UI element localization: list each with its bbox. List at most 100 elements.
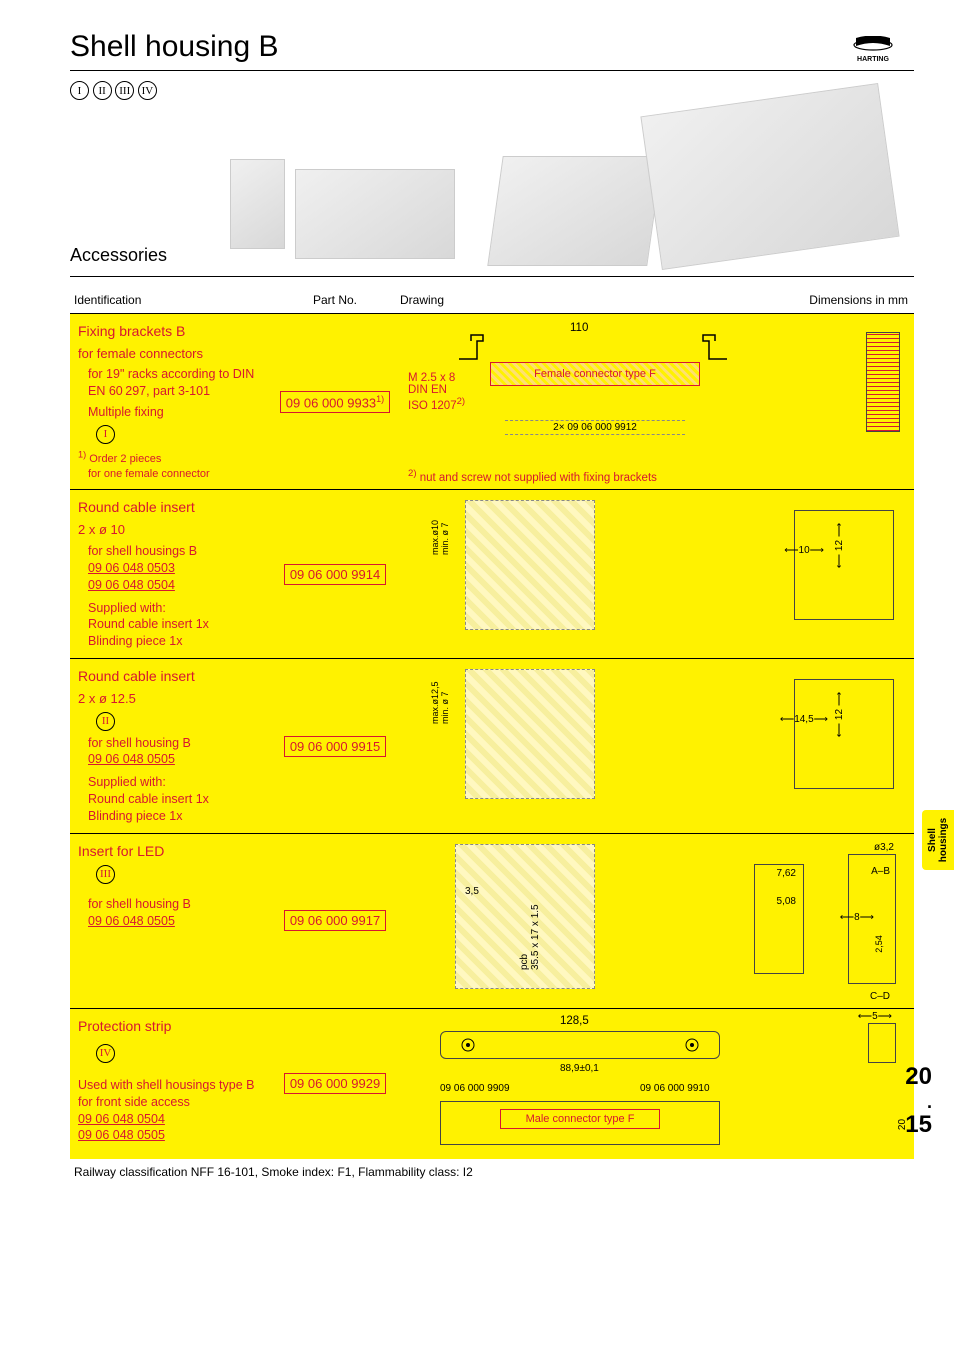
footnote: Order 2 pieces [89, 453, 161, 465]
partno-cell: 09 06 000 99331) [270, 314, 400, 489]
roman-i-icon: I [70, 81, 89, 100]
ref-partno: 09 06 048 0504 [78, 1112, 165, 1126]
row-title: Insert for LED [78, 842, 264, 861]
dim-label: max.ø10 [430, 520, 440, 555]
ref-partno: 09 06 048 0505 [78, 1128, 165, 1142]
footnote-sup: 1) [78, 449, 86, 459]
accessory-photos: I II III IV Accessories [70, 81, 914, 266]
footnote-sup: 2) [408, 468, 417, 479]
hdr-partno: Part No. [270, 293, 400, 307]
row-desc: Blinding piece 1x [78, 808, 264, 825]
part-number: 09 06 000 9915 [284, 736, 386, 757]
ref-partno: 09 06 048 0504 [78, 577, 264, 594]
drawing-cell: 110 M 2.5 x 8 DIN EN ISO 12072) Female c… [400, 314, 914, 489]
section-label: C–D [870, 991, 890, 1002]
ident-cell: Insert for LED III for shell housing B 0… [70, 834, 270, 1008]
row-desc: for shell housing B [78, 735, 264, 752]
row-subtitle: 2 x ø 10 [78, 521, 264, 539]
drawing-cell: max.ø12,5min. ø 7 ⟵14,5⟶ ⟵ 12 ⟶ [400, 659, 914, 833]
drawing-cell: pcb35.5 x 17 x 1.5 3,5 7,62 5,08 ø3,2 A–… [400, 834, 914, 1008]
dim-label: min. ø 7 [440, 692, 450, 725]
dim-label: ø3,2 [874, 842, 894, 853]
row-desc: Round cable insert 1x [78, 791, 264, 808]
svg-text:HARTING: HARTING [857, 56, 889, 63]
row-desc: Supplied with: [78, 774, 264, 791]
side-tab: Shellhousings [922, 810, 954, 870]
row-desc: Multiple fixing [78, 404, 264, 421]
hdr-dimensions: Dimensions in mm [774, 293, 914, 307]
dim-label: 12 [834, 540, 845, 551]
dim-label: 128,5 [560, 1015, 589, 1027]
partno-cell: 09 06 000 9929 [270, 1009, 400, 1159]
ref-label: 09 06 000 9910 [640, 1083, 710, 1094]
row-title: Round cable insert [78, 498, 264, 517]
row-title: Protection strip [78, 1017, 264, 1036]
table-header: Identification Part No. Drawing Dimensio… [70, 287, 914, 314]
pcb-label: pcb [519, 954, 530, 970]
dim-label: 14,5 [794, 714, 813, 725]
ref-partno: 09 06 048 0505 [78, 913, 264, 930]
ref-label: 2× 09 06 000 9912 [505, 420, 685, 435]
footnote: for one female connector [78, 467, 264, 482]
ref-label: 09 06 000 9909 [440, 1083, 510, 1094]
footer-text: Railway classification NFF 16-101, Smoke… [70, 1159, 914, 1179]
part-number: 09 06 000 99331) [280, 391, 390, 413]
dim-label: 12 [834, 709, 845, 720]
connector-label: Male connector type F [500, 1109, 660, 1129]
page-title: Shell housing B [70, 30, 914, 64]
partno-cell: 09 06 000 9914 [270, 490, 400, 658]
row-desc: Supplied with: [78, 600, 264, 617]
ref-partno: 09 06 048 0505 [78, 751, 264, 768]
dim-label: 110 [570, 322, 588, 334]
table-row: Fixing brackets B for female connectors … [70, 314, 914, 490]
ident-cell: Fixing brackets B for female connectors … [70, 314, 270, 489]
page-number: 20.15 [905, 1065, 932, 1137]
roman-iv-icon: IV [96, 1044, 115, 1063]
part-number: 09 06 000 9929 [284, 1073, 386, 1094]
row-desc: Blinding piece 1x [78, 633, 264, 650]
table-row: Insert for LED III for shell housing B 0… [70, 834, 914, 1009]
row-subtitle: for female connectors [78, 345, 264, 363]
dim-label: 8 [854, 912, 860, 923]
table-row: Protection strip IV Used with shell hous… [70, 1009, 914, 1159]
subtitle: Accessories [70, 245, 167, 266]
dim-label: max.ø12,5 [430, 682, 440, 725]
dim-label: 5,08 [777, 896, 796, 907]
table-row: Round cable insert 2 x ø 12.5 II for she… [70, 659, 914, 834]
part-number: 09 06 000 9914 [284, 564, 386, 585]
row-subtitle: 2 x ø 12.5 [78, 690, 264, 708]
dim-label: 7,62 [777, 868, 796, 879]
connector-label: Female connector type F [490, 362, 700, 386]
harting-logo: HARTING [852, 36, 894, 64]
row-desc: for shell housing B [78, 896, 264, 913]
footnote: nut and screw not supplied with fixing b… [420, 471, 657, 483]
dim-label: 2,54 [874, 935, 884, 953]
row-desc: Round cable insert 1x [78, 616, 264, 633]
roman-iii-icon: III [96, 865, 115, 884]
dim-label: min. ø 7 [440, 523, 450, 556]
dim-label: 35.5 x 17 x 1.5 [530, 904, 541, 970]
partno-cell: 09 06 000 9915 [270, 659, 400, 833]
part-number: 09 06 000 9917 [284, 910, 386, 931]
dim-label: 3,5 [465, 886, 479, 897]
ident-cell: Protection strip IV Used with shell hous… [70, 1009, 270, 1159]
dim-label: 5 [872, 1011, 878, 1022]
hdr-identification: Identification [70, 293, 270, 307]
row-desc: for shell housings B [78, 543, 264, 560]
drawing-cell: 128,5 88,9±0,1 09 06 000 9909 09 06 000 … [400, 1009, 914, 1159]
row-desc: Used with shell housings type B for fron… [78, 1078, 254, 1109]
hdr-drawing: Drawing [400, 293, 774, 307]
section-label: A–B [871, 866, 890, 877]
roman-iv-icon: IV [138, 81, 157, 100]
dim-label: 10 [799, 545, 810, 556]
ident-cell: Round cable insert 2 x ø 10 for shell ho… [70, 490, 270, 658]
roman-i-icon: I [96, 425, 115, 444]
ref-partno: 09 06 048 0503 [78, 560, 264, 577]
screw-spec: M 2.5 x 8 DIN EN ISO 12072) [408, 372, 465, 412]
row-title: Round cable insert [78, 667, 264, 686]
row-title: Fixing brackets B [78, 322, 264, 341]
drawing-cell: max.ø10min. ø 7 ⟵10⟶ ⟵ 12 ⟶ [400, 490, 914, 658]
dim-label: 88,9±0,1 [560, 1063, 599, 1074]
table-row: Round cable insert 2 x ø 10 for shell ho… [70, 490, 914, 659]
ident-cell: Round cable insert 2 x ø 12.5 II for she… [70, 659, 270, 833]
